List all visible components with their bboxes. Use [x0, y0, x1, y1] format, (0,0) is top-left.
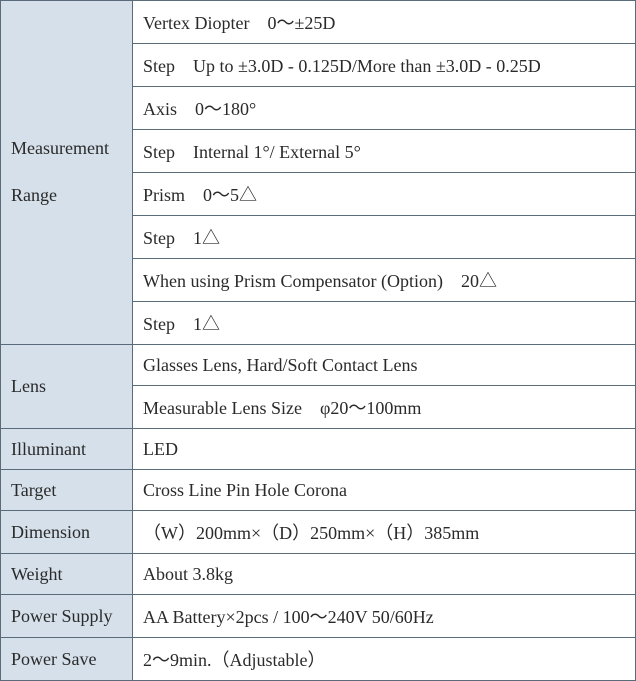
spec-value: Prism 0～5△	[133, 173, 636, 216]
spec-label: Lens	[1, 345, 133, 429]
spec-label: Power Save	[1, 638, 133, 681]
spec-label: MeasurementRange	[1, 1, 133, 345]
table-row: TargetCross Line Pin Hole Corona	[1, 470, 636, 511]
spec-value: （W）200mm×（D）250mm×（H）385mm	[133, 511, 636, 554]
spec-value: Cross Line Pin Hole Corona	[133, 470, 636, 511]
spec-value: LED	[133, 429, 636, 470]
spec-label: Dimension	[1, 511, 133, 554]
spec-value: Vertex Diopter 0～±25D	[133, 1, 636, 44]
spec-value: 2～9min.（Adjustable）	[133, 638, 636, 681]
spec-value: Step 1△	[133, 302, 636, 345]
table-row: WeightAbout 3.8kg	[1, 554, 636, 595]
spec-value: Measurable Lens Size φ20～100mm	[133, 386, 636, 429]
spec-value: Glasses Lens, Hard/Soft Contact Lens	[133, 345, 636, 386]
table-row: Dimension（W）200mm×（D）250mm×（H）385mm	[1, 511, 636, 554]
table-row: Power SupplyAA Battery×2pcs / 100～240V 5…	[1, 595, 636, 638]
spec-value: Step Up to ±3.0D - 0.125D/More than ±3.0…	[133, 44, 636, 87]
spec-value: AA Battery×2pcs / 100～240V 50/60Hz	[133, 595, 636, 638]
table-row: MeasurementRangeVertex Diopter 0～±25D	[1, 1, 636, 44]
table-row: IlluminantLED	[1, 429, 636, 470]
spec-value: Step Internal 1°/ External 5°	[133, 130, 636, 173]
spec-value: Axis 0～180°	[133, 87, 636, 130]
spec-label: Target	[1, 470, 133, 511]
table-row: Power Save2～9min.（Adjustable）	[1, 638, 636, 681]
spec-label: Power Supply	[1, 595, 133, 638]
table-row: LensGlasses Lens, Hard/Soft Contact Lens	[1, 345, 636, 386]
spec-value: About 3.8kg	[133, 554, 636, 595]
spec-table: MeasurementRangeVertex Diopter 0～±25DSte…	[0, 0, 636, 681]
spec-label: Weight	[1, 554, 133, 595]
spec-value: Step 1△	[133, 216, 636, 259]
spec-label: Illuminant	[1, 429, 133, 470]
spec-table-body: MeasurementRangeVertex Diopter 0～±25DSte…	[1, 1, 636, 681]
spec-value: When using Prism Compensator (Option) 20…	[133, 259, 636, 302]
